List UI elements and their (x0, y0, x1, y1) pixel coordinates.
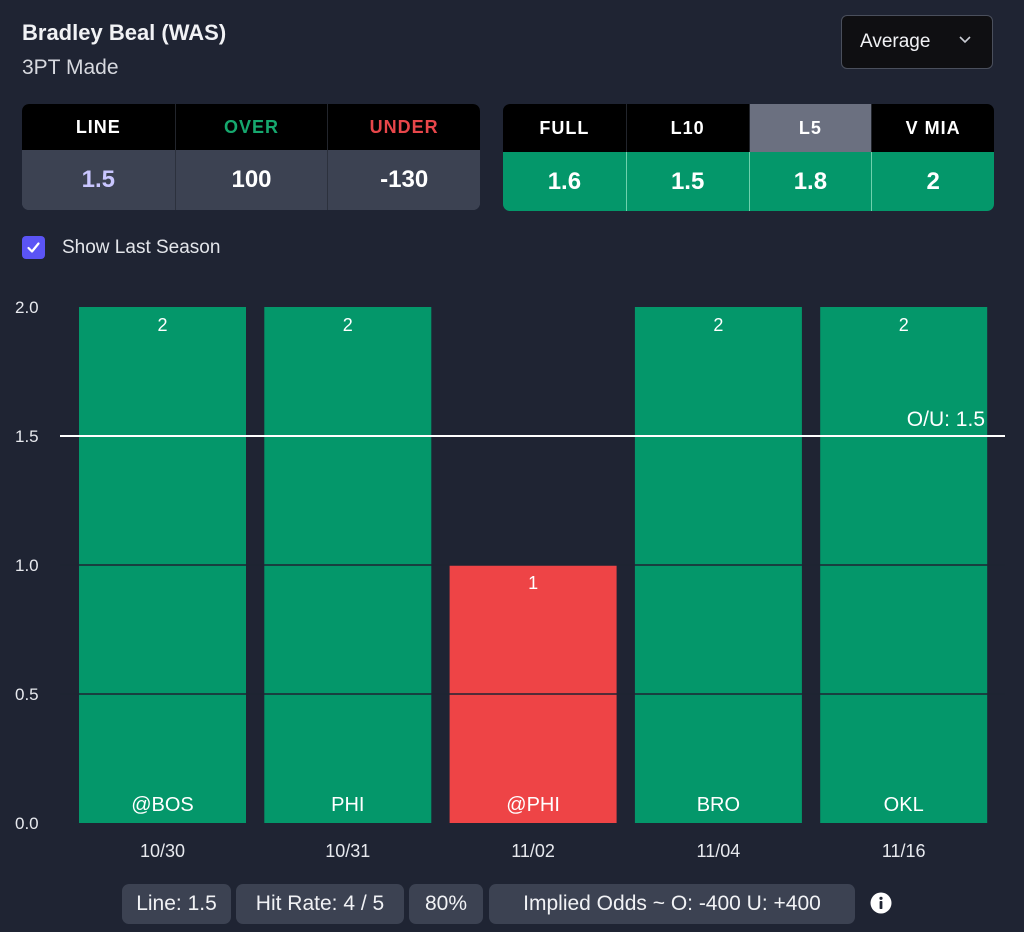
summary-footer: Line: 1.5 Hit Rate: 4 / 5 80% Implied Od… (0, 884, 1024, 924)
tab-full[interactable]: FULL (503, 104, 626, 152)
bar-value-label: 2 (343, 315, 353, 335)
info-icon[interactable] (870, 892, 892, 914)
dropdown-value: Average (860, 31, 931, 52)
line-value: 1.5 (22, 150, 175, 210)
x-tick-label: 11/04 (697, 841, 741, 861)
under-value: -130 (327, 150, 480, 210)
y-tick-label: 1.0 (15, 556, 39, 575)
line-pill: Line: 1.5 (122, 884, 231, 924)
opponent-label: @BOS (131, 794, 194, 816)
y-tick-label: 0.5 (15, 685, 39, 704)
full-value: 1.6 (503, 152, 626, 211)
y-tick-label: 0.0 (15, 814, 39, 833)
games-bar-chart: 0.0 0.5 1.0 1.5 2.0 2 @BOS 10/30 2 PHI 10/31 1 @PHI 1… (15, 298, 1005, 861)
x-tick-label: 10/30 (140, 841, 185, 861)
hit-pct-pill: 80% (409, 884, 483, 924)
bar-value-label: 2 (899, 315, 909, 335)
over-value: 100 (174, 150, 328, 210)
x-tick-label: 10/31 (325, 841, 370, 861)
player-name: Bradley Beal (WAS) (22, 20, 227, 45)
show-last-season-checkbox[interactable] (22, 236, 45, 259)
stat-name: 3PT Made (22, 56, 119, 79)
tab-v-mia[interactable]: V MIA (871, 104, 994, 152)
x-tick-label: 11/02 (511, 841, 555, 861)
l5-value: 1.8 (748, 152, 872, 211)
tab-l10[interactable]: L10 (625, 104, 749, 152)
opponent-label: PHI (331, 794, 364, 816)
v-mia-value: 2 (871, 152, 994, 211)
opponent-label: @PHI (506, 794, 560, 816)
hit-rate-pill: Hit Rate: 4 / 5 (236, 884, 404, 924)
bar-value-label: 2 (157, 315, 167, 335)
opponent-label: BRO (697, 794, 740, 816)
chevron-down-icon (959, 36, 971, 44)
bar-value-label: 1 (528, 573, 538, 593)
tab-l5[interactable]: L5 (748, 104, 872, 152)
l10-value: 1.5 (625, 152, 749, 211)
line-header: LINE (22, 104, 175, 150)
ou-line-label: O/U: 1.5 (907, 408, 985, 431)
show-last-season-toggle[interactable]: Show Last Season (22, 236, 220, 259)
over-header: OVER (174, 104, 328, 150)
line-odds-table: LINE OVER UNDER 1.5 100 -130 (22, 104, 480, 210)
opponent-label: OKL (884, 794, 924, 816)
x-tick-label: 11/16 (882, 841, 926, 861)
average-dropdown[interactable]: Average (841, 15, 993, 69)
show-last-season-label: Show Last Season (62, 236, 221, 258)
implied-odds-pill: Implied Odds ~ O: -400 U: +400 (489, 884, 855, 924)
y-tick-label: 1.5 (15, 427, 39, 446)
split-averages-table: FULL L10 L5 V MIA 1.6 1.5 1.8 2 (503, 104, 994, 211)
bar-value-label: 2 (713, 315, 723, 335)
y-tick-label: 2.0 (15, 298, 39, 317)
under-header: UNDER (327, 104, 480, 150)
checkmark-icon (27, 242, 40, 253)
